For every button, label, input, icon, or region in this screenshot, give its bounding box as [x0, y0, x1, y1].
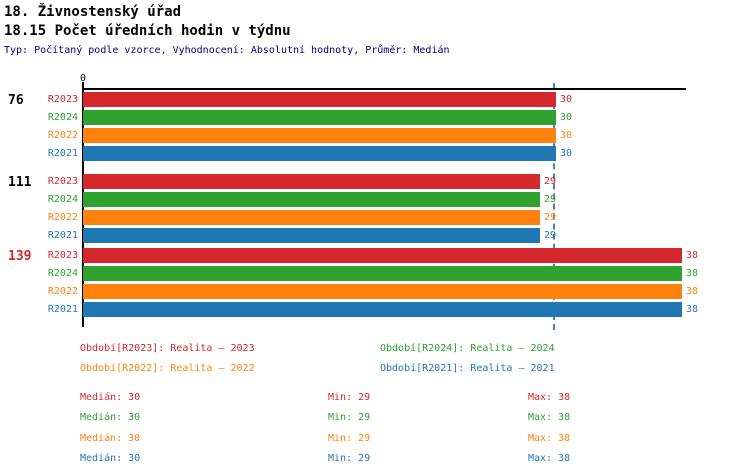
stat-min-r2021: Min: 29: [328, 453, 371, 464]
bar-row-label-r2024: R2024: [47, 268, 78, 279]
bar-row-label-r2022: R2022: [47, 212, 78, 223]
bar-r2021: [83, 228, 540, 243]
bar-r2022: [83, 210, 540, 225]
legend-item-r2023: Období[R2023]: Realita – 2023: [80, 343, 255, 354]
bar-value-label: 29: [544, 212, 557, 223]
page-title: 18. Živnostenský úřad: [4, 4, 182, 20]
group-label: 111: [8, 175, 32, 190]
legend-item-r2022: Období[R2022]: Realita – 2022: [80, 363, 255, 374]
x-axis-origin-label: 0: [79, 73, 87, 84]
stat-max-r2024: Max: 38: [528, 412, 571, 423]
stat-median-r2021: Medián: 30: [80, 453, 141, 464]
group-label: 139: [8, 249, 32, 264]
bar-row-label-r2021: R2021: [47, 148, 78, 159]
stat-max-r2022: Max: 38: [528, 433, 571, 444]
bar-value-label: 38: [686, 304, 699, 315]
stat-min-r2024: Min: 29: [328, 412, 371, 423]
stat-median-r2022: Medián: 30: [80, 433, 141, 444]
bar-r2023: [83, 248, 682, 263]
bar-value-label: 29: [544, 230, 557, 241]
bar-r2022: [83, 284, 682, 299]
page-subtitle: 18.15 Počet úředních hodin v týdnu: [4, 23, 291, 39]
bar-value-label: 38: [686, 286, 699, 297]
bar-value-label: 29: [544, 176, 557, 187]
stat-min-r2022: Min: 29: [328, 433, 371, 444]
stat-min-r2023: Min: 29: [328, 392, 371, 403]
bar-value-label: 38: [686, 268, 699, 279]
stat-median-r2023: Medián: 30: [80, 392, 141, 403]
x-axis-line: [82, 88, 686, 90]
bar-r2024: [83, 266, 682, 281]
bar-value-label: 38: [686, 250, 699, 261]
legend-item-r2021: Období[R2021]: Realita – 2021: [380, 363, 555, 374]
stat-median-r2024: Medián: 30: [80, 412, 141, 423]
bar-row-label-r2022: R2022: [47, 130, 78, 141]
stat-max-r2023: Max: 38: [528, 392, 571, 403]
bar-row-label-r2024: R2024: [47, 194, 78, 205]
bar-row-label-r2021: R2021: [47, 304, 78, 315]
bar-value-label: 30: [560, 148, 573, 159]
bar-row-label-r2021: R2021: [47, 230, 78, 241]
bar-value-label: 29: [544, 194, 557, 205]
group-label: 76: [8, 93, 24, 108]
median-guideline: [552, 83, 555, 330]
bar-r2022: [83, 128, 556, 143]
chart-meta: Typ: Počítaný podle vzorce, Vyhodnocení:…: [4, 45, 450, 56]
bar-row-label-r2024: R2024: [47, 112, 78, 123]
bar-value-label: 30: [560, 94, 573, 105]
bar-r2023: [83, 174, 540, 189]
bar-r2021: [83, 146, 556, 161]
legend-item-r2024: Období[R2024]: Realita – 2024: [380, 343, 555, 354]
bar-r2024: [83, 110, 556, 125]
bar-r2024: [83, 192, 540, 207]
bar-row-label-r2023: R2023: [47, 176, 78, 187]
bar-value-label: 30: [560, 112, 573, 123]
bar-row-label-r2023: R2023: [47, 250, 78, 261]
bar-value-label: 30: [560, 130, 573, 141]
stat-max-r2021: Max: 38: [528, 453, 571, 464]
bar-row-label-r2023: R2023: [47, 94, 78, 105]
bar-row-label-r2022: R2022: [47, 286, 78, 297]
bar-r2021: [83, 302, 682, 317]
bar-r2023: [83, 92, 556, 107]
